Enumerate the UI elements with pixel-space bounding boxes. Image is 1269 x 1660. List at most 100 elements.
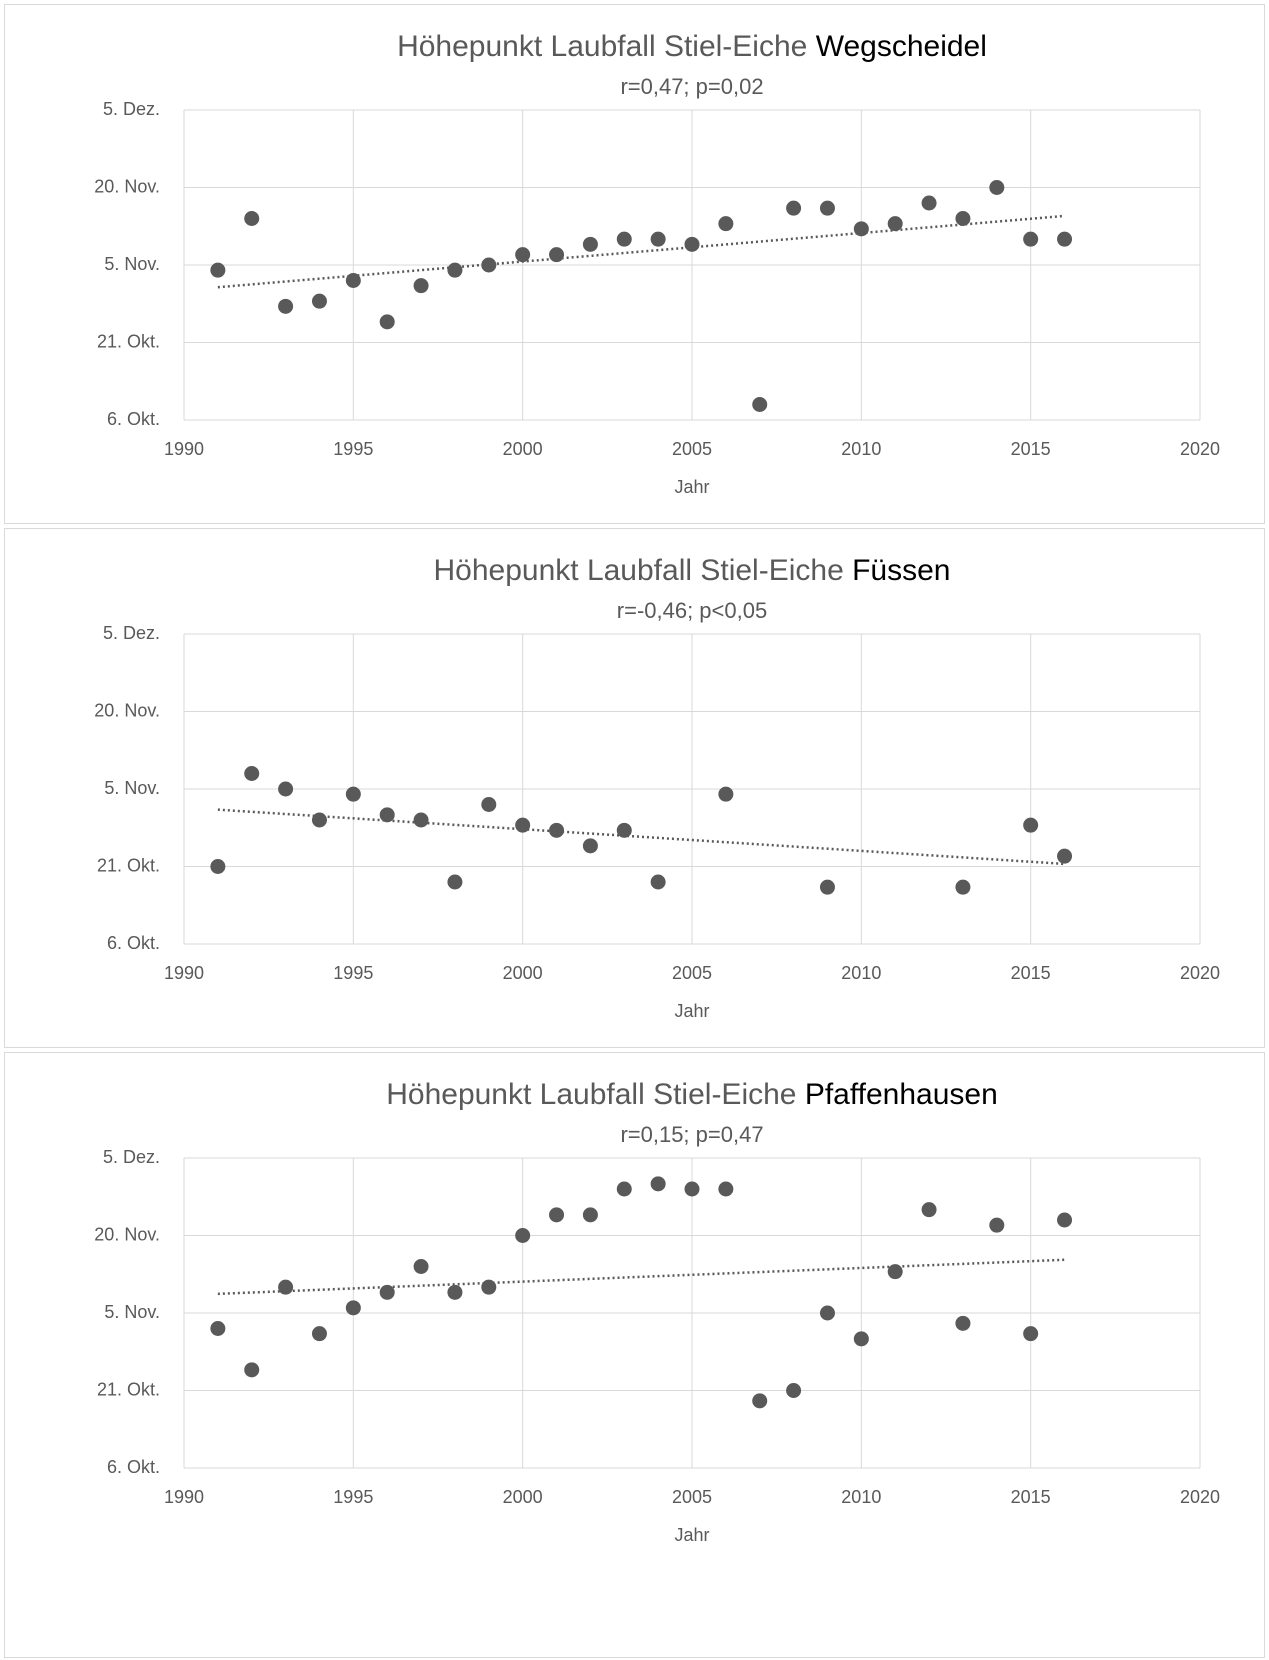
point bbox=[515, 1228, 531, 1243]
y-tick-label: 21. Okt. bbox=[97, 331, 160, 351]
point bbox=[989, 180, 1005, 195]
y-tick-label: 5. Dez. bbox=[103, 99, 160, 119]
point bbox=[684, 1181, 700, 1197]
panel-border bbox=[4, 528, 1265, 1048]
point bbox=[244, 1362, 260, 1378]
chart: Höhepunkt Laubfall Stiel-Eiche Pfaffenha… bbox=[4, 1052, 1265, 1658]
x-tick-label: 2010 bbox=[841, 963, 881, 983]
point bbox=[549, 822, 565, 838]
point bbox=[887, 216, 903, 232]
point bbox=[481, 1279, 497, 1295]
x-tick-label: 2020 bbox=[1180, 963, 1220, 983]
point bbox=[481, 797, 497, 812]
point bbox=[921, 1202, 937, 1218]
point bbox=[955, 879, 971, 895]
point bbox=[1057, 231, 1073, 247]
point bbox=[278, 1279, 294, 1295]
trendline bbox=[217, 808, 1065, 866]
title-place: Wegscheidel bbox=[816, 30, 987, 63]
point bbox=[447, 262, 463, 278]
point bbox=[1023, 1326, 1039, 1342]
x-tick-label: 2005 bbox=[672, 963, 712, 983]
point bbox=[718, 216, 734, 232]
point bbox=[853, 221, 869, 237]
point bbox=[379, 1284, 395, 1300]
chart: Höhepunkt Laubfall Stiel-Eiche Füssen r=-… bbox=[4, 528, 1265, 1048]
point bbox=[786, 200, 802, 216]
point bbox=[244, 766, 260, 781]
point bbox=[684, 236, 700, 252]
title-text: Höhepunkt Laubfall Stiel-Eiche bbox=[434, 554, 844, 587]
y-tick-label: 5. Dez. bbox=[103, 623, 160, 643]
point bbox=[413, 278, 429, 294]
chart-subtitle: r=-0,46; p<0,05 bbox=[617, 598, 767, 623]
point bbox=[616, 231, 632, 247]
point bbox=[515, 247, 531, 263]
chart-subtitle: r=0,47; p=0,02 bbox=[620, 74, 763, 99]
point bbox=[244, 211, 260, 226]
x-tick-label: 2015 bbox=[1011, 1487, 1051, 1507]
x-tick-label: 1995 bbox=[333, 963, 373, 983]
point bbox=[481, 257, 497, 273]
x-axis-label: Jahr bbox=[674, 1525, 709, 1545]
x-tick-label: 2005 bbox=[672, 439, 712, 459]
y-tick-label: 20. Nov. bbox=[94, 1224, 160, 1244]
y-tick-label: 6. Okt. bbox=[107, 1457, 160, 1477]
x-tick-label: 1990 bbox=[164, 1487, 204, 1507]
point bbox=[549, 247, 565, 263]
panel-border bbox=[4, 4, 1265, 524]
point bbox=[582, 838, 598, 854]
y-tick-label: 21. Okt. bbox=[97, 855, 160, 875]
point bbox=[650, 231, 666, 247]
x-tick-label: 1990 bbox=[164, 439, 204, 459]
point bbox=[278, 781, 294, 797]
title-place: Pfaffenhausen bbox=[805, 1078, 998, 1111]
point bbox=[311, 1326, 327, 1342]
title-text: Höhepunkt Laubfall Stiel-Eiche bbox=[386, 1078, 796, 1111]
y-tick-label: 20. Nov. bbox=[94, 176, 160, 196]
point bbox=[582, 1207, 598, 1223]
point bbox=[616, 822, 632, 838]
point bbox=[345, 273, 361, 288]
point bbox=[1057, 1212, 1073, 1228]
point bbox=[278, 298, 294, 314]
point bbox=[853, 1331, 869, 1347]
point bbox=[650, 874, 666, 890]
trendline bbox=[217, 1258, 1065, 1296]
point bbox=[210, 1321, 226, 1336]
chart-title: Höhepunkt Laubfall Stiel-Eiche Wegscheid… bbox=[397, 30, 987, 63]
point bbox=[752, 397, 768, 412]
chart-subtitle: r=0,15; p=0,47 bbox=[620, 1122, 763, 1147]
chart-title: Höhepunkt Laubfall Stiel-Eiche Pfaffenha… bbox=[386, 1078, 998, 1111]
point bbox=[379, 807, 395, 823]
point bbox=[616, 1181, 632, 1197]
x-tick-label: 2015 bbox=[1011, 963, 1051, 983]
point bbox=[311, 293, 327, 309]
y-tick-label: 5. Dez. bbox=[103, 1147, 160, 1167]
y-tick-label: 6. Okt. bbox=[107, 409, 160, 429]
y-tick-label: 5. Nov. bbox=[104, 254, 160, 274]
x-tick-label: 2000 bbox=[503, 963, 543, 983]
x-tick-label: 1995 bbox=[333, 1487, 373, 1507]
point bbox=[989, 1217, 1005, 1233]
x-axis-label: Jahr bbox=[674, 1001, 709, 1021]
x-tick-label: 2005 bbox=[672, 1487, 712, 1507]
point bbox=[955, 211, 971, 226]
y-tick-label: 20. Nov. bbox=[94, 700, 160, 720]
chart-title: Höhepunkt Laubfall Stiel-Eiche Füssen bbox=[434, 554, 951, 587]
point bbox=[819, 200, 835, 216]
title-place: Füssen bbox=[852, 554, 950, 587]
x-tick-label: 2020 bbox=[1180, 1487, 1220, 1507]
point bbox=[447, 1284, 463, 1300]
y-tick-label: 5. Nov. bbox=[104, 778, 160, 798]
x-tick-label: 1990 bbox=[164, 963, 204, 983]
point bbox=[718, 1181, 734, 1197]
point bbox=[549, 1207, 565, 1223]
x-tick-label: 2000 bbox=[503, 439, 543, 459]
point bbox=[345, 1300, 361, 1316]
x-tick-label: 2000 bbox=[503, 1487, 543, 1507]
chart: Höhepunkt Laubfall Stiel-Eiche Wegscheid… bbox=[4, 4, 1265, 524]
point bbox=[819, 879, 835, 895]
point bbox=[955, 1315, 971, 1331]
